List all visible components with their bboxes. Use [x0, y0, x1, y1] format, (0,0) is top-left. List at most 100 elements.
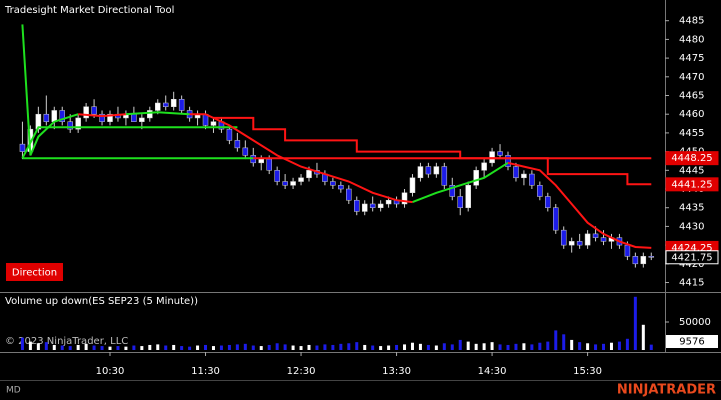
candle-body — [505, 155, 511, 167]
candle-body — [178, 98, 185, 111]
volume-bar — [180, 346, 184, 350]
chart-title: Tradesight Market Directional Tool — [4, 5, 174, 16]
volume-bar — [403, 344, 407, 350]
volume-bar — [92, 345, 96, 350]
volume-bar — [259, 346, 263, 350]
plot — [19, 24, 655, 350]
volume-bar — [124, 346, 128, 350]
support-marker-box — [665, 151, 719, 166]
volume-bar — [466, 341, 470, 350]
candle-body — [234, 140, 241, 149]
candle-body — [282, 181, 288, 186]
volume-bar — [347, 343, 351, 350]
candle-body — [600, 237, 607, 242]
indicator-line — [213, 116, 652, 186]
candle-body — [266, 158, 272, 171]
candle-body — [147, 110, 153, 119]
candle-body — [576, 241, 583, 246]
candle-body — [377, 203, 384, 208]
volume-bar — [108, 346, 112, 350]
y-tick-label: 4475 — [679, 53, 704, 64]
volume-bar — [211, 346, 215, 350]
volume-bar — [267, 344, 271, 350]
volume-bar — [156, 344, 160, 350]
candle-body — [425, 166, 432, 175]
candle-body — [417, 166, 424, 179]
volume-bar — [371, 345, 375, 350]
direction-label: Direction — [12, 268, 57, 279]
candle-body — [19, 143, 26, 152]
candle-body — [537, 185, 543, 197]
volume-bar — [490, 342, 494, 350]
volume-bar — [498, 344, 502, 350]
volume-bar — [323, 344, 327, 350]
y-tick-label: 4465 — [679, 91, 704, 102]
candle-body — [91, 106, 97, 115]
candle-body — [592, 233, 599, 238]
volume-bar — [315, 345, 319, 350]
x-tick-label: 14:30 — [478, 366, 507, 377]
candle-body — [497, 151, 503, 156]
candle-body — [401, 192, 408, 205]
volume-bar — [140, 346, 144, 350]
volume-bar — [116, 346, 120, 350]
volume-bar — [450, 344, 454, 350]
candle-body — [433, 166, 440, 175]
candle-body — [545, 196, 551, 208]
volume-bar — [617, 341, 621, 350]
brand-logo: NINJATRADER — [617, 383, 716, 398]
x-tick-label: 12:30 — [287, 366, 316, 377]
volume-title: Volume up down(ES SEP23 (5 Minute)) — [5, 296, 198, 307]
y-tick-label: 4470 — [679, 72, 704, 83]
volume-bar — [275, 343, 279, 350]
x-tick-label: 13:30 — [382, 366, 411, 377]
volume-bar — [196, 345, 200, 350]
volume-bar — [578, 342, 582, 350]
candle-body — [369, 203, 376, 208]
axis-layer: 4415442044254430443544404445445044554460… — [96, 16, 719, 377]
candle-body — [107, 113, 113, 122]
x-tick-label: 11:30 — [191, 366, 220, 377]
volume-bar — [594, 344, 598, 350]
volume-bar — [52, 344, 56, 350]
candle-body — [75, 117, 81, 130]
volume-bar — [522, 343, 526, 350]
volume-bar — [28, 341, 32, 350]
last-price-marker-box — [665, 250, 719, 265]
candle-body — [465, 185, 471, 208]
stop-marker: 4441.25 — [671, 179, 712, 190]
average-marker: 4424.25 — [671, 243, 712, 254]
status-text: MD — [6, 386, 21, 396]
x-tick-label: 15:30 — [573, 366, 602, 377]
volume-bar — [458, 339, 462, 350]
candle-body — [210, 121, 217, 126]
volume-bar — [227, 344, 231, 350]
volume-bar — [482, 343, 486, 350]
x-tick-label: 10:30 — [96, 366, 125, 377]
y-tick-label: 4430 — [679, 221, 704, 232]
volume-bar — [570, 339, 574, 350]
volume-bar — [434, 345, 438, 350]
candle-body — [648, 256, 655, 258]
volume-bar — [363, 344, 367, 350]
volume-bar — [132, 345, 136, 350]
volume-bar — [530, 344, 534, 350]
volume-bar — [410, 342, 414, 350]
direction-box — [6, 263, 63, 281]
candle-body — [67, 121, 73, 130]
volume-bar — [60, 345, 64, 350]
volume-bar — [204, 344, 208, 350]
volume-bar — [554, 330, 558, 350]
volume-bar — [36, 343, 40, 350]
candle-body — [226, 128, 233, 141]
candle-body — [155, 102, 161, 111]
candle-body — [99, 113, 105, 122]
candle-body — [568, 241, 575, 246]
candle-body — [43, 113, 50, 122]
candle-body — [640, 256, 647, 265]
candle-body — [449, 185, 456, 197]
volume-marker-box — [666, 335, 718, 348]
candle-body — [624, 244, 631, 257]
